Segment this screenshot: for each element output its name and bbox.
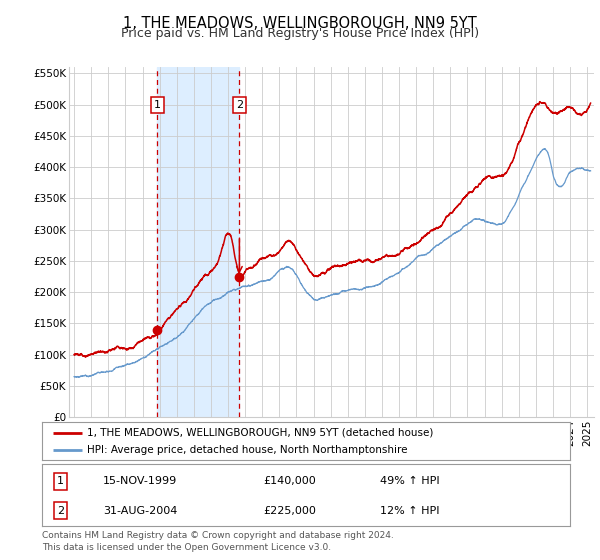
Text: 49% ↑ HPI: 49% ↑ HPI: [380, 476, 440, 486]
Text: 2: 2: [57, 506, 64, 516]
Bar: [157, 67, 239, 417]
Text: 1: 1: [154, 100, 161, 110]
Text: 12% ↑ HPI: 12% ↑ HPI: [380, 506, 439, 516]
Text: 1, THE MEADOWS, WELLINGBOROUGH, NN9 5YT: 1, THE MEADOWS, WELLINGBOROUGH, NN9 5YT: [123, 16, 477, 31]
Text: 1: 1: [57, 476, 64, 486]
Text: £225,000: £225,000: [264, 506, 317, 516]
Text: 2: 2: [236, 100, 243, 110]
Text: 15-NOV-1999: 15-NOV-1999: [103, 476, 177, 486]
Text: 31-AUG-2004: 31-AUG-2004: [103, 506, 177, 516]
Text: 1, THE MEADOWS, WELLINGBOROUGH, NN9 5YT (detached house): 1, THE MEADOWS, WELLINGBOROUGH, NN9 5YT …: [87, 427, 433, 437]
Text: £140,000: £140,000: [264, 476, 317, 486]
Text: Contains HM Land Registry data © Crown copyright and database right 2024.
This d: Contains HM Land Registry data © Crown c…: [42, 531, 394, 552]
Text: Price paid vs. HM Land Registry's House Price Index (HPI): Price paid vs. HM Land Registry's House …: [121, 27, 479, 40]
Text: HPI: Average price, detached house, North Northamptonshire: HPI: Average price, detached house, Nort…: [87, 445, 407, 455]
